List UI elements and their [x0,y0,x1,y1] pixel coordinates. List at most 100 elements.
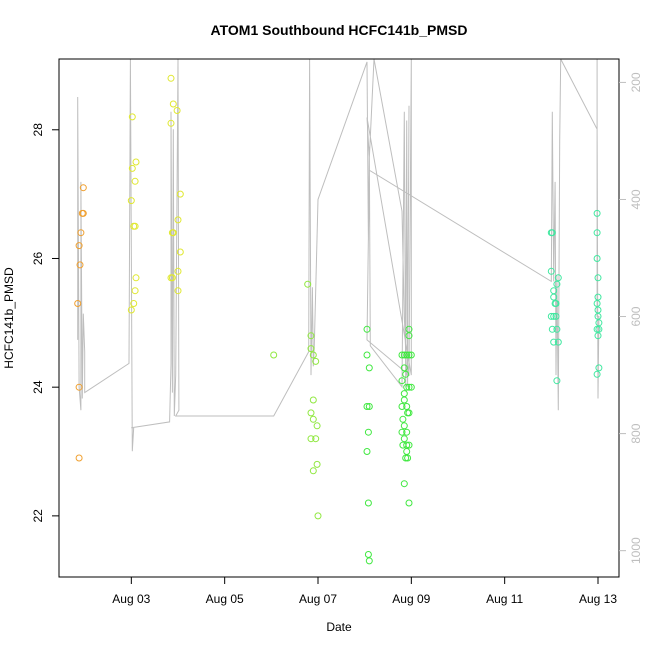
data-point [127,306,135,314]
x-tick-label: Aug 03 [112,592,150,606]
data-point [79,209,87,217]
y2-tick-label: 1000 [629,537,643,564]
data-point [307,345,315,353]
y-tick-label: 22 [31,509,45,523]
data-point [405,383,413,391]
data-point [173,107,181,114]
data-point [76,261,84,269]
data-point [365,403,373,410]
y-tick-label: 24 [31,380,45,394]
data-point [131,177,139,185]
data-point [128,164,136,172]
data-point [595,325,603,333]
data-point [593,370,601,378]
data-point [405,409,413,417]
data-point [398,428,406,436]
data-point [399,415,407,423]
data-point [364,428,372,436]
x-tick-label: Aug 13 [579,592,617,606]
data-point [552,312,560,320]
data-point [304,280,312,288]
data-point-layer [74,74,603,565]
y-tick-label: 26 [31,251,45,265]
data-point [593,209,601,217]
y-axis: 22 24 26 28 [31,123,59,523]
data-point [407,383,415,391]
data-point [594,312,602,320]
data-point [365,364,373,372]
data-point [593,255,601,262]
data-point [75,383,83,391]
data-point [553,377,561,385]
y-tick-label: 28 [31,123,45,137]
data-point [312,357,320,365]
data-point [594,293,602,301]
data-point [593,300,601,307]
data-point [594,274,602,282]
data-point [400,480,408,488]
data-point [403,428,411,436]
y2-tick-label: 800 [629,423,643,443]
data-point [313,460,321,468]
data-point [130,300,138,307]
data-point [363,403,371,410]
data-point [398,377,406,385]
data-point [550,293,558,301]
data-point [307,409,315,417]
data-point [405,325,413,333]
data-point [403,383,411,391]
data-point [403,403,411,410]
x-tick-label: Aug 11 [486,592,523,606]
data-point [404,454,412,462]
data-point [307,332,315,340]
data-point [270,351,278,359]
data-point [400,364,408,372]
data-point [127,197,135,205]
data-point [594,332,602,340]
data-point [554,274,562,282]
series-line [77,58,600,452]
data-point [405,499,413,507]
data-point [174,287,182,295]
data-point [74,300,82,307]
data-point [309,351,317,359]
data-point [402,370,410,378]
data-point [168,229,176,237]
data-point [593,229,601,237]
data-point [547,312,555,320]
data-point [309,415,317,423]
data-point [167,74,175,82]
data-point [548,325,556,333]
data-point [365,557,373,565]
y2-tick-label: 400 [629,189,643,209]
data-point [405,351,413,359]
data-point [400,351,408,359]
data-point [132,158,140,166]
x-axis: Aug 03 Aug 05 Aug 07 Aug 09 Aug 11 Aug 13 [112,576,617,606]
data-point [364,551,372,558]
data-point [550,312,558,320]
data-point [554,338,562,346]
data-point [176,190,184,198]
data-point [363,351,371,359]
data-point [75,242,83,250]
data-point [400,390,408,398]
data-point [79,184,87,192]
data-point [312,435,320,443]
chart-title: ATOM1 Southbound HCFC141b_PMSD [211,22,468,38]
data-point [407,351,415,359]
y2-tick-label: 200 [629,72,643,92]
data-point [363,448,371,455]
data-point [400,435,408,443]
data-point [307,435,315,443]
x-tick-label: Aug 09 [392,592,430,606]
data-point [550,338,558,346]
data-point [552,300,560,307]
connecting-line-layer [77,58,600,452]
y-axis-label: HCFC141b_PMSD [2,267,16,369]
data-point [132,274,140,282]
x-axis-label: Date [326,620,352,634]
data-point [176,248,184,256]
plot-frame [58,58,620,578]
